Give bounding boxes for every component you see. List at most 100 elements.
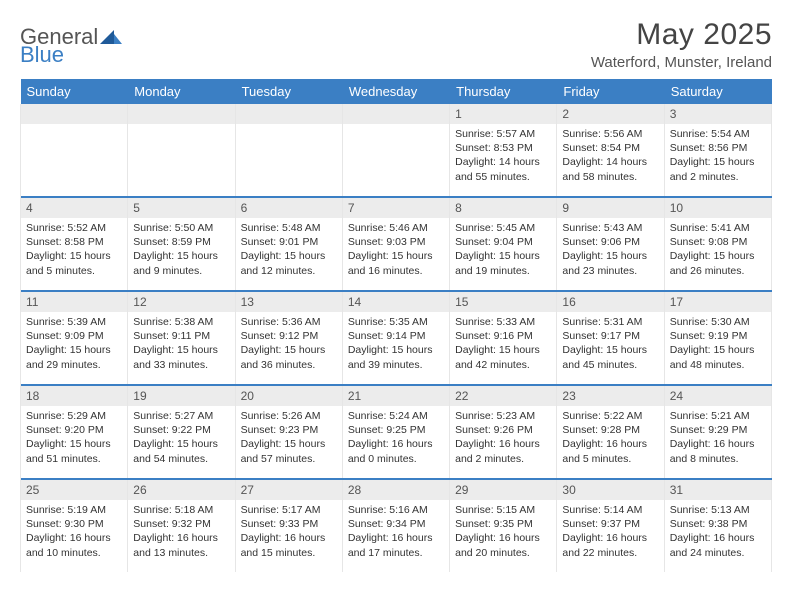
week-row: 18Sunrise: 5:29 AMSunset: 9:20 PMDayligh… [21,386,772,478]
week-row: 11Sunrise: 5:39 AMSunset: 9:09 PMDayligh… [21,292,772,384]
day-info: Sunrise: 5:50 AMSunset: 8:59 PMDaylight:… [128,218,234,282]
day-cell [21,104,128,196]
day-header: Monday [128,79,235,104]
week-row: 25Sunrise: 5:19 AMSunset: 9:30 PMDayligh… [21,480,772,572]
day-cell: 22Sunrise: 5:23 AMSunset: 9:26 PMDayligh… [450,386,557,478]
day-cell: 20Sunrise: 5:26 AMSunset: 9:23 PMDayligh… [235,386,342,478]
day-header: Friday [557,79,664,104]
day-cell: 24Sunrise: 5:21 AMSunset: 9:29 PMDayligh… [664,386,771,478]
day-info: Sunrise: 5:14 AMSunset: 9:37 PMDaylight:… [557,500,663,564]
location: Waterford, Munster, Ireland [591,54,772,71]
day-info: Sunrise: 5:41 AMSunset: 9:08 PMDaylight:… [665,218,771,282]
day-cell: 21Sunrise: 5:24 AMSunset: 9:25 PMDayligh… [342,386,449,478]
date-number: 28 [343,480,449,500]
day-info: Sunrise: 5:48 AMSunset: 9:01 PMDaylight:… [236,218,342,282]
date-number: 11 [21,292,127,312]
day-header: Saturday [664,79,771,104]
date-number: 31 [665,480,771,500]
date-number: 12 [128,292,234,312]
date-number: 25 [21,480,127,500]
date-number: 6 [236,198,342,218]
week-row: 1Sunrise: 5:57 AMSunset: 8:53 PMDaylight… [21,104,772,196]
date-number: 30 [557,480,663,500]
date-bar-empty [343,104,449,124]
day-cell: 7Sunrise: 5:46 AMSunset: 9:03 PMDaylight… [342,198,449,290]
date-number: 13 [236,292,342,312]
day-cell: 14Sunrise: 5:35 AMSunset: 9:14 PMDayligh… [342,292,449,384]
day-cell: 6Sunrise: 5:48 AMSunset: 9:01 PMDaylight… [235,198,342,290]
date-number: 21 [343,386,449,406]
date-number: 1 [450,104,556,124]
day-info: Sunrise: 5:15 AMSunset: 9:35 PMDaylight:… [450,500,556,564]
date-number: 14 [343,292,449,312]
day-info: Sunrise: 5:30 AMSunset: 9:19 PMDaylight:… [665,312,771,376]
day-info: Sunrise: 5:17 AMSunset: 9:33 PMDaylight:… [236,500,342,564]
day-header: Thursday [450,79,557,104]
day-info: Sunrise: 5:18 AMSunset: 9:32 PMDaylight:… [128,500,234,564]
date-number: 24 [665,386,771,406]
day-cell: 1Sunrise: 5:57 AMSunset: 8:53 PMDaylight… [450,104,557,196]
day-info: Sunrise: 5:31 AMSunset: 9:17 PMDaylight:… [557,312,663,376]
day-cell: 2Sunrise: 5:56 AMSunset: 8:54 PMDaylight… [557,104,664,196]
date-number: 8 [450,198,556,218]
date-number: 19 [128,386,234,406]
day-cell: 15Sunrise: 5:33 AMSunset: 9:16 PMDayligh… [450,292,557,384]
date-number: 20 [236,386,342,406]
day-cell: 27Sunrise: 5:17 AMSunset: 9:33 PMDayligh… [235,480,342,572]
calendar-table: SundayMondayTuesdayWednesdayThursdayFrid… [20,79,772,572]
day-info: Sunrise: 5:22 AMSunset: 9:28 PMDaylight:… [557,406,663,470]
logo-sail-icon [100,28,122,46]
date-number: 2 [557,104,663,124]
day-header: Tuesday [235,79,342,104]
date-number: 18 [21,386,127,406]
date-bar-empty [128,104,234,124]
day-cell: 17Sunrise: 5:30 AMSunset: 9:19 PMDayligh… [664,292,771,384]
month-year: May 2025 [591,18,772,52]
day-info: Sunrise: 5:21 AMSunset: 9:29 PMDaylight:… [665,406,771,470]
day-info: Sunrise: 5:35 AMSunset: 9:14 PMDaylight:… [343,312,449,376]
date-number: 27 [236,480,342,500]
day-info: Sunrise: 5:52 AMSunset: 8:58 PMDaylight:… [21,218,127,282]
day-cell: 18Sunrise: 5:29 AMSunset: 9:20 PMDayligh… [21,386,128,478]
date-number: 7 [343,198,449,218]
logo-text-2: Blue [20,42,64,68]
week-row: 4Sunrise: 5:52 AMSunset: 8:58 PMDaylight… [21,198,772,290]
day-header: Sunday [21,79,128,104]
date-number: 15 [450,292,556,312]
date-number: 4 [21,198,127,218]
date-number: 9 [557,198,663,218]
day-info: Sunrise: 5:33 AMSunset: 9:16 PMDaylight:… [450,312,556,376]
title-block: May 2025 Waterford, Munster, Ireland [591,18,772,71]
day-cell: 3Sunrise: 5:54 AMSunset: 8:56 PMDaylight… [664,104,771,196]
day-info: Sunrise: 5:43 AMSunset: 9:06 PMDaylight:… [557,218,663,282]
day-info: Sunrise: 5:16 AMSunset: 9:34 PMDaylight:… [343,500,449,564]
day-cell: 4Sunrise: 5:52 AMSunset: 8:58 PMDaylight… [21,198,128,290]
date-number: 5 [128,198,234,218]
date-number: 16 [557,292,663,312]
day-cell: 16Sunrise: 5:31 AMSunset: 9:17 PMDayligh… [557,292,664,384]
day-info: Sunrise: 5:36 AMSunset: 9:12 PMDaylight:… [236,312,342,376]
day-cell: 31Sunrise: 5:13 AMSunset: 9:38 PMDayligh… [664,480,771,572]
day-cell: 19Sunrise: 5:27 AMSunset: 9:22 PMDayligh… [128,386,235,478]
day-info: Sunrise: 5:19 AMSunset: 9:30 PMDaylight:… [21,500,127,564]
day-cell [342,104,449,196]
day-cell: 5Sunrise: 5:50 AMSunset: 8:59 PMDaylight… [128,198,235,290]
day-info: Sunrise: 5:24 AMSunset: 9:25 PMDaylight:… [343,406,449,470]
day-cell: 28Sunrise: 5:16 AMSunset: 9:34 PMDayligh… [342,480,449,572]
date-number: 23 [557,386,663,406]
day-cell: 10Sunrise: 5:41 AMSunset: 9:08 PMDayligh… [664,198,771,290]
day-cell: 13Sunrise: 5:36 AMSunset: 9:12 PMDayligh… [235,292,342,384]
day-info: Sunrise: 5:57 AMSunset: 8:53 PMDaylight:… [450,124,556,188]
day-info: Sunrise: 5:27 AMSunset: 9:22 PMDaylight:… [128,406,234,470]
day-cell: 30Sunrise: 5:14 AMSunset: 9:37 PMDayligh… [557,480,664,572]
header: General May 2025 Waterford, Munster, Ire… [20,18,772,71]
date-number: 26 [128,480,234,500]
date-bar-empty [236,104,342,124]
day-info: Sunrise: 5:39 AMSunset: 9:09 PMDaylight:… [21,312,127,376]
day-info: Sunrise: 5:26 AMSunset: 9:23 PMDaylight:… [236,406,342,470]
day-cell [235,104,342,196]
day-cell [128,104,235,196]
day-cell: 25Sunrise: 5:19 AMSunset: 9:30 PMDayligh… [21,480,128,572]
day-cell: 8Sunrise: 5:45 AMSunset: 9:04 PMDaylight… [450,198,557,290]
date-bar-empty [21,104,127,124]
